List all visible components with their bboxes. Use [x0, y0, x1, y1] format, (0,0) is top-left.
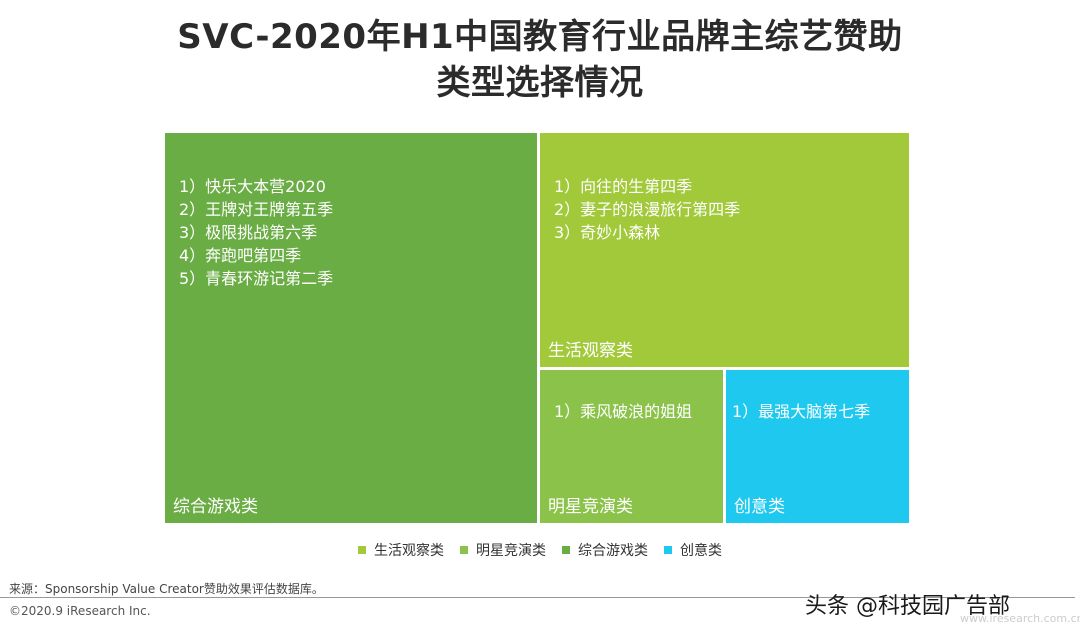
program-list: 1）快乐大本营2020 2）王牌对王牌第五季 3）极限挑战第六季 4）奔跑吧第四季 5）…	[179, 175, 333, 290]
legend-swatch	[460, 546, 468, 554]
legend-swatch	[664, 546, 672, 554]
program-item: 4）奔跑吧第四季	[179, 246, 302, 265]
program-item: 5）青春环游记第二季	[179, 269, 334, 288]
site-url: www.iresearch.com.cn	[960, 612, 1080, 625]
treemap: 1）快乐大本营2020 2）王牌对王牌第五季 3）极限挑战第六季 4）奔跑吧第四季 5）…	[165, 133, 909, 523]
watermark: 头条 @科技园广告部	[805, 594, 1010, 619]
legend-swatch	[358, 546, 366, 554]
treemap-cell-creative: 1）最强大脑第七季 创意类	[726, 370, 909, 523]
copyright: ©2020.9 iResearch Inc.	[9, 604, 151, 618]
program-item: 1）向往的生第四季	[554, 177, 693, 196]
program-list: 1）乘风破浪的姐姐	[554, 400, 692, 423]
title-line-1: SVC-2020年H1中国教育行业品牌主综艺赞助	[177, 17, 903, 57]
category-label: 创意类	[734, 497, 785, 517]
program-item: 1）最强大脑第七季	[732, 402, 871, 421]
source-note: 来源：Sponsorship Value Creator赞助效果评估数据库。	[9, 582, 324, 596]
program-item: 3）极限挑战第六季	[179, 223, 318, 242]
legend-label: 创意类	[680, 543, 722, 559]
treemap-cell-variety-game: 1）快乐大本营2020 2）王牌对王牌第五季 3）极限挑战第六季 4）奔跑吧第四季 5）…	[165, 133, 537, 523]
legend-label: 明星竞演类	[476, 543, 546, 559]
legend-swatch	[562, 546, 570, 554]
legend-item: 明星竞演类	[460, 540, 546, 560]
category-label: 生活观察类	[548, 341, 633, 361]
legend-label: 生活观察类	[374, 543, 444, 559]
legend-item: 生活观察类	[358, 540, 444, 560]
legend-item: 综合游戏类	[562, 540, 648, 560]
legend-label: 综合游戏类	[578, 543, 648, 559]
program-list: 1）最强大脑第七季	[732, 400, 870, 423]
program-item: 2）王牌对王牌第五季	[179, 200, 334, 219]
category-label: 综合游戏类	[173, 497, 258, 517]
program-item: 2）妻子的浪漫旅行第四季	[554, 200, 741, 219]
legend-item: 创意类	[664, 540, 722, 560]
treemap-cell-star-competition: 1）乘风破浪的姐姐明星竞演类	[540, 370, 723, 523]
treemap-cell-life-observation: 1）向往的生第四季 2）妻子的浪漫旅行第四季 3）奇妙小森林生活观察类	[540, 133, 909, 367]
legend: 生活观察类 明星竞演类 综合游戏类 创意类	[0, 540, 1080, 560]
program-list: 1）向往的生第四季 2）妻子的浪漫旅行第四季 3）奇妙小森林	[554, 175, 740, 244]
footer-divider	[0, 597, 1075, 598]
program-item: 1）乘风破浪的姐姐	[554, 402, 693, 421]
chart-title: SVC-2020年H1中国教育行业品牌主综艺赞助 类型选择情况	[0, 14, 1080, 106]
category-label: 明星竞演类	[548, 497, 633, 517]
program-item: 1）快乐大本营2020	[179, 177, 326, 196]
program-item: 3）奇妙小森林	[554, 223, 661, 242]
title-line-2: 类型选择情况	[436, 63, 644, 103]
